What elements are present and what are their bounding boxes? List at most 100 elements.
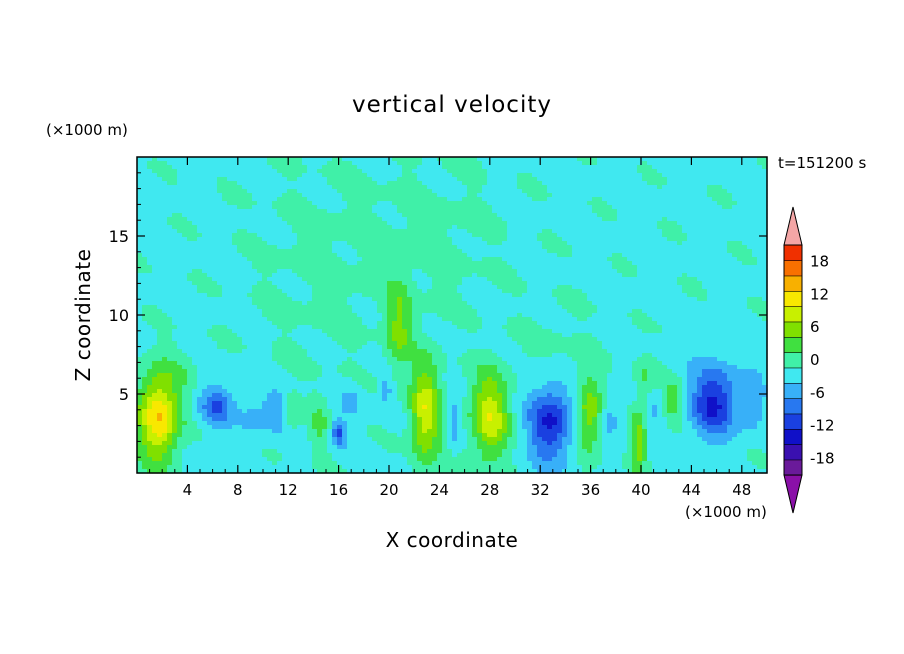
contour-cell — [512, 225, 518, 230]
contour-cell — [532, 241, 538, 246]
contour-cell — [537, 293, 543, 298]
contour-cell — [272, 157, 278, 162]
contour-cell — [727, 305, 733, 310]
contour-cell — [447, 293, 453, 298]
contour-cell — [162, 221, 168, 226]
contour-cell — [457, 289, 463, 294]
contour-cell — [227, 201, 233, 206]
contour-cell — [572, 237, 578, 242]
contour-cell — [217, 273, 223, 278]
contour-cell — [202, 281, 208, 286]
contour-cell — [297, 249, 303, 254]
contour-cell — [427, 213, 433, 218]
contour-cell — [262, 241, 268, 246]
contour-cell — [242, 213, 248, 218]
contour-cell — [762, 185, 768, 190]
contour-cell — [352, 305, 358, 310]
contour-cell — [317, 201, 323, 206]
contour-cell — [522, 241, 528, 246]
contour-cell — [497, 157, 503, 162]
contour-cell — [462, 229, 468, 234]
contour-cell — [737, 205, 743, 210]
contour-cell — [182, 177, 188, 182]
contour-cell — [242, 301, 248, 306]
contour-cell — [417, 241, 423, 246]
contour-cell — [737, 221, 743, 226]
contour-cell — [457, 285, 463, 290]
contour-cell — [242, 197, 248, 202]
contour-cell — [627, 209, 633, 214]
contour-cell — [307, 309, 313, 314]
contour-cell — [612, 257, 618, 262]
contour-cell — [387, 309, 393, 314]
contour-cell — [137, 217, 143, 222]
contour-cell — [547, 185, 553, 190]
contour-cell — [412, 285, 418, 290]
contour-cell — [562, 261, 568, 266]
contour-cell — [522, 173, 528, 178]
contour-cell — [152, 257, 158, 262]
contour-cell — [492, 281, 498, 286]
contour-cell — [292, 257, 298, 262]
contour-cell — [217, 313, 223, 318]
contour-cell — [272, 301, 278, 306]
contour-cell — [597, 197, 603, 202]
contour-cell — [152, 309, 158, 314]
contour-cell — [532, 217, 538, 222]
contour-cell — [282, 161, 288, 166]
contour-cell — [617, 253, 623, 258]
contour-cell — [282, 193, 288, 198]
contour-cell — [457, 269, 463, 274]
contour-cell — [172, 305, 178, 310]
contour-cell — [427, 313, 433, 318]
contour-cell — [672, 249, 678, 254]
contour-cell — [287, 309, 293, 314]
contour-cell — [737, 265, 743, 270]
contour-cell — [547, 177, 553, 182]
contour-cell — [142, 273, 148, 278]
time-label: t=151200 s — [778, 154, 866, 172]
contour-cell — [602, 293, 608, 298]
contour-cell — [622, 261, 628, 266]
contour-cell — [237, 249, 243, 254]
contour-cell — [352, 201, 358, 206]
contour-cell — [367, 193, 373, 198]
contour-cell — [522, 185, 528, 190]
contour-cell — [632, 229, 638, 234]
contour-cell — [422, 233, 428, 238]
contour-cell — [302, 161, 308, 166]
contour-cell — [227, 289, 233, 294]
contour-cell — [147, 273, 153, 278]
contour-cell — [272, 225, 278, 230]
contour-cell — [437, 225, 443, 230]
contour-cell — [552, 185, 558, 190]
contour-cell — [472, 221, 478, 226]
contour-cell — [492, 285, 498, 290]
contour-cell — [562, 233, 568, 238]
contour-cell — [742, 285, 748, 290]
contour-cell — [232, 277, 238, 282]
contour-cell — [227, 205, 233, 210]
contour-cell — [377, 165, 383, 170]
contour-cell — [407, 245, 413, 250]
contour-cell — [607, 309, 613, 314]
contour-cell — [597, 297, 603, 302]
contour-cell — [572, 189, 578, 194]
contour-cell — [762, 281, 768, 286]
contour-cell — [142, 277, 148, 282]
contour-cell — [757, 281, 763, 286]
contour-cell — [597, 193, 603, 198]
contour-cell — [152, 209, 158, 214]
contour-cell — [207, 241, 213, 246]
contour-cell — [292, 185, 298, 190]
contour-cell — [452, 197, 458, 202]
contour-cell — [527, 245, 533, 250]
contour-cell — [177, 229, 183, 234]
contour-cell — [602, 245, 608, 250]
contour-cell — [547, 173, 553, 178]
contour-cell — [607, 193, 613, 198]
contour-cell — [517, 253, 523, 258]
contour-cell — [552, 161, 558, 166]
contour-cell — [647, 257, 653, 262]
contour-cell — [652, 221, 658, 226]
